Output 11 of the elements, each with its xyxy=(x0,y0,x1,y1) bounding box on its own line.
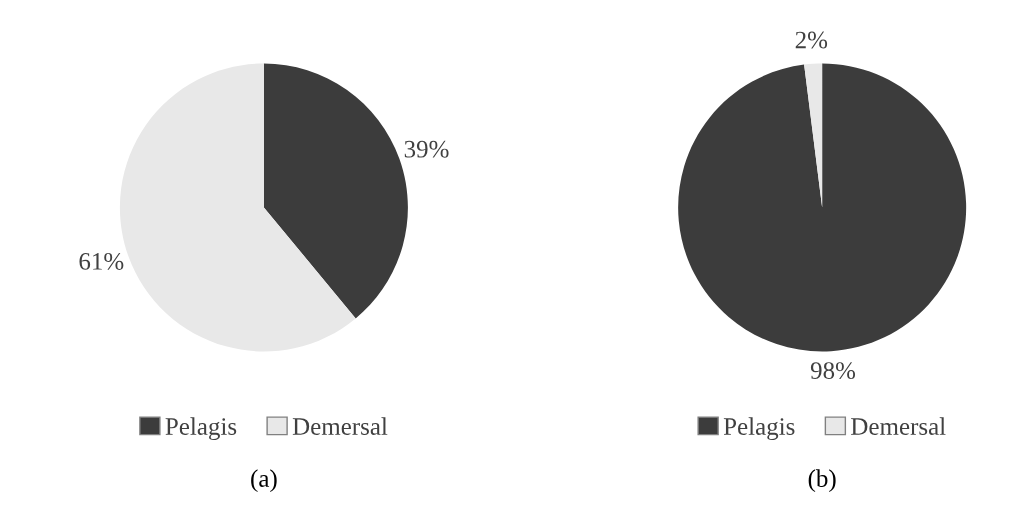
data-label: 39% xyxy=(404,140,449,158)
text: (b) xyxy=(808,469,836,493)
data-label: 61% xyxy=(79,252,124,270)
legend-label: Pelagis xyxy=(723,417,795,441)
data-label: 98% xyxy=(810,362,856,380)
text: (a) xyxy=(251,469,277,493)
legend-label: Pelagis xyxy=(165,417,237,441)
legend-label: Demersal xyxy=(292,417,388,435)
pie-slice xyxy=(678,63,967,352)
legend-label: Demersal xyxy=(851,417,946,435)
data-label: 2% xyxy=(795,31,828,49)
